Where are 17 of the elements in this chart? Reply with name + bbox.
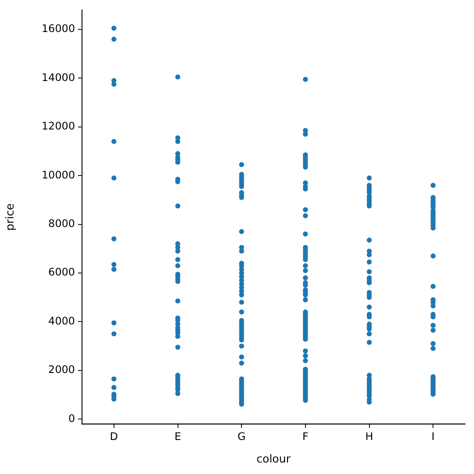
x-tick-label: G (238, 431, 246, 444)
y-tick-label: 12000 (42, 120, 75, 133)
y-tick-label: 2000 (48, 364, 75, 376)
y-tick-label: 16000 (42, 23, 75, 36)
y-tick-label: 10000 (42, 169, 75, 182)
x-axis-title: colour (256, 452, 292, 466)
x-tick-label: H (365, 431, 374, 444)
y-axis-title: price (3, 203, 16, 231)
x-tick-label: E (174, 431, 182, 444)
y-tick-label: 6000 (48, 266, 75, 279)
x-tick-label: D (110, 431, 118, 444)
x-tick-label: F (302, 431, 308, 444)
y-tick-label: 8000 (48, 218, 75, 230)
y-tick-label: 14000 (42, 72, 75, 84)
y-tick-label: 4000 (48, 315, 75, 328)
y-tick-label: 0 (68, 412, 75, 425)
x-tick-label: I (432, 431, 435, 444)
